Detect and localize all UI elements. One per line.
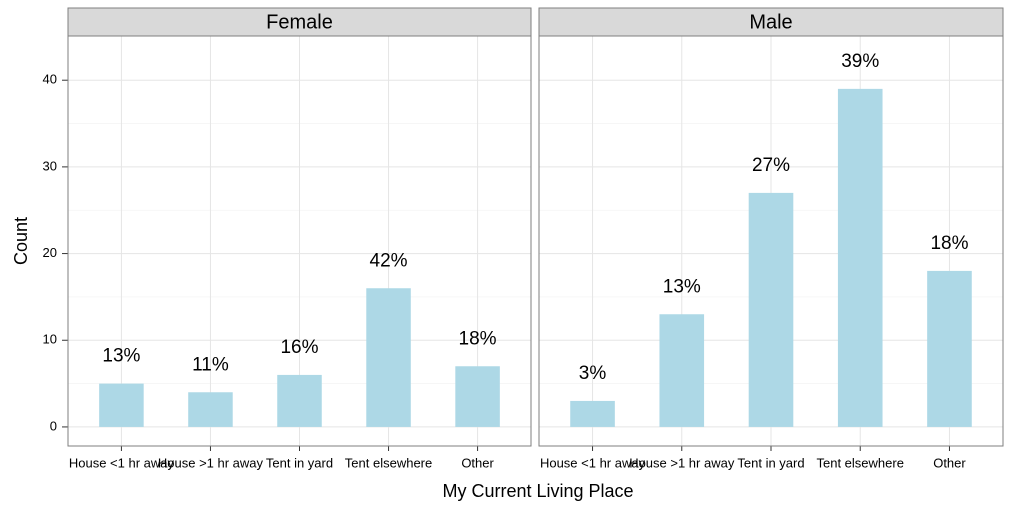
x-tick-label: Tent in yard bbox=[266, 455, 333, 470]
y-tick-label: 20 bbox=[43, 245, 57, 260]
x-tick-label: Tent elsewhere bbox=[345, 455, 432, 470]
x-tick-label: House >1 hr away bbox=[629, 455, 735, 470]
bar bbox=[927, 270, 972, 427]
strip bbox=[67, 7, 532, 37]
y-tick-label: 30 bbox=[43, 158, 57, 173]
value-label: 18% bbox=[459, 328, 497, 349]
x-tick-label: House <1 hr away bbox=[540, 455, 646, 470]
y-axis-label: Count bbox=[11, 217, 31, 265]
strip-title: Female bbox=[266, 11, 333, 33]
value-label: 3% bbox=[579, 363, 607, 384]
strip bbox=[538, 7, 1004, 37]
value-label: 16% bbox=[280, 337, 318, 358]
x-tick-label: Tent elsewhere bbox=[817, 455, 904, 470]
bar bbox=[455, 366, 500, 427]
bar bbox=[277, 374, 322, 427]
y-tick-label: 40 bbox=[43, 72, 57, 87]
x-tick-label: Other bbox=[461, 455, 494, 470]
bar bbox=[748, 192, 794, 427]
y-tick-label: 10 bbox=[43, 332, 57, 347]
strip-title: Male bbox=[749, 11, 792, 33]
bar bbox=[366, 288, 411, 427]
bar bbox=[570, 400, 615, 427]
value-label: 13% bbox=[663, 276, 701, 297]
x-tick-label: House <1 hr away bbox=[69, 455, 175, 470]
value-label: 18% bbox=[930, 233, 968, 254]
bar bbox=[837, 88, 883, 427]
x-tick-label: Tent in yard bbox=[737, 455, 804, 470]
bar bbox=[188, 392, 233, 427]
x-tick-label: House >1 hr away bbox=[158, 455, 264, 470]
y-tick-label: 0 bbox=[50, 418, 57, 433]
bar bbox=[659, 314, 705, 427]
value-label: 39% bbox=[841, 51, 879, 72]
bar bbox=[99, 383, 144, 427]
x-tick-label: Other bbox=[933, 455, 966, 470]
value-label: 11% bbox=[192, 354, 229, 375]
value-label: 13% bbox=[102, 346, 140, 367]
x-axis-label: My Current Living Place bbox=[442, 481, 633, 501]
value-label: 27% bbox=[752, 155, 790, 176]
value-label: 42% bbox=[370, 250, 408, 271]
